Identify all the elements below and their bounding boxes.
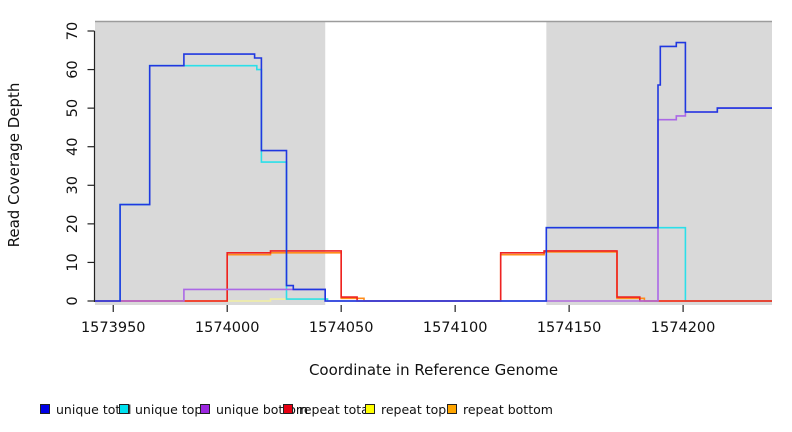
y-tick-label: 60 xyxy=(65,60,81,78)
coverage-chart-svg: 0 10 20 30 40 50 60 70 1573950 1574000 1574050 1574… xyxy=(65,20,772,336)
x-tick-label: 1574200 xyxy=(651,320,716,336)
x-axis-title: Coordinate in Reference Genome xyxy=(308,361,559,379)
x-tick-label: 1574050 xyxy=(309,320,374,336)
legend-item-unique-total: unique total xyxy=(40,401,131,417)
y-tick-label: 70 xyxy=(65,22,81,40)
x-tick-label: 1574100 xyxy=(423,320,488,336)
chart-plot-area: 0 10 20 30 40 50 60 70 1573950 1574000 1574050 1574… xyxy=(65,20,772,336)
y-tick-label: 30 xyxy=(65,176,81,194)
legend: unique total unique top unique bottom repea… xyxy=(0,401,792,421)
y-axis-title: Read Coverage Depth xyxy=(5,82,23,248)
y-tick-label: 10 xyxy=(65,253,81,271)
legend-label: repeat top xyxy=(381,401,447,417)
x-tick-label: 1574150 xyxy=(537,320,602,336)
legend-item-repeat-top: repeat top xyxy=(365,401,446,417)
legend-swatch-icon xyxy=(40,404,50,414)
legend-item-unique-top: unique top xyxy=(119,401,202,417)
y-tick-label: 40 xyxy=(65,137,81,155)
highlight-region xyxy=(95,22,326,305)
legend-swatch-icon xyxy=(119,404,129,414)
x-tick-label: 1574000 xyxy=(195,320,260,336)
legend-label: unique top xyxy=(135,401,203,417)
legend-item-repeat-bottom: repeat bottom xyxy=(447,401,553,417)
legend-item-repeat-total: repeat total xyxy=(283,401,372,417)
x-tick-label: 1573950 xyxy=(81,320,146,336)
legend-swatch-icon xyxy=(200,404,210,414)
legend-label: repeat total xyxy=(299,401,373,417)
y-tick-label: 0 xyxy=(65,296,81,305)
legend-label: repeat bottom xyxy=(463,401,553,417)
y-tick-label: 50 xyxy=(65,99,81,117)
series-line-unique-total xyxy=(95,41,772,302)
y-tick-label: 20 xyxy=(65,215,81,233)
legend-label: unique total xyxy=(56,401,132,417)
legend-swatch-icon xyxy=(283,404,293,414)
legend-swatch-icon xyxy=(447,404,457,414)
legend-swatch-icon xyxy=(365,404,375,414)
highlight-region xyxy=(546,22,772,305)
